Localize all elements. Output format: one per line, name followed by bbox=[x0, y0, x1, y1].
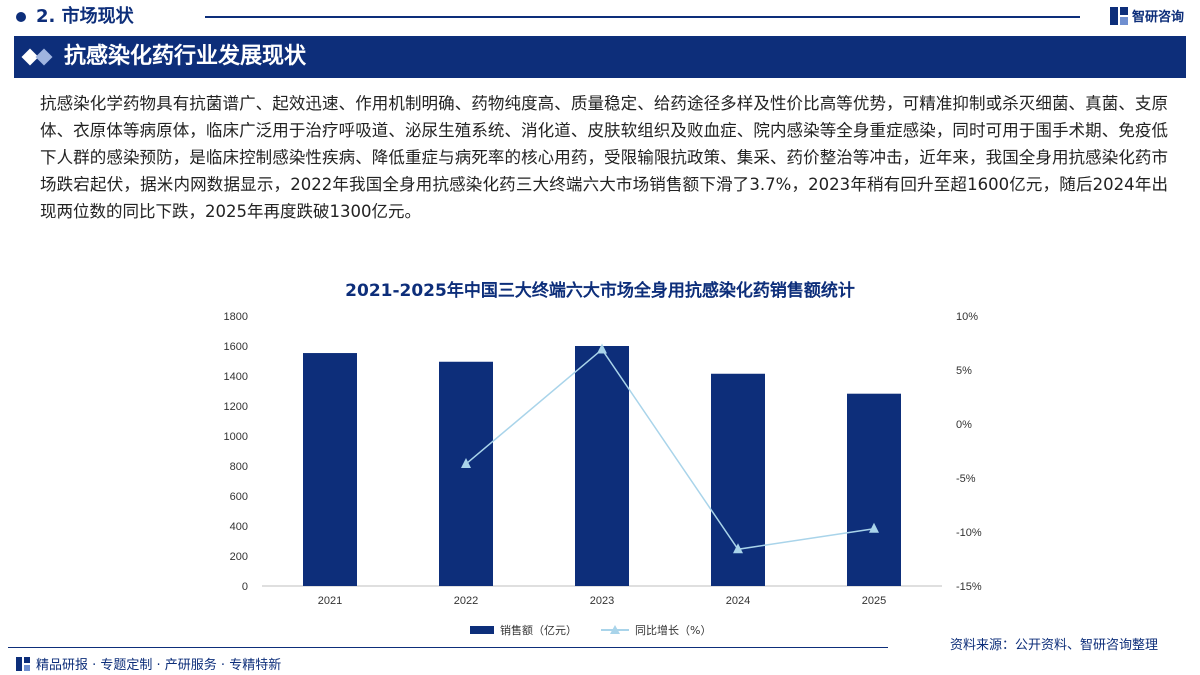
bar-sales-2022 bbox=[439, 361, 493, 586]
x-tick-label: 2025 bbox=[862, 595, 886, 607]
sales-chart: 0 200 400 600 800 1000 1200 1400 1600 1800 -15% -10… bbox=[224, 311, 982, 607]
y-right-tick-label: -10% bbox=[956, 527, 982, 539]
page-title: 抗感染化药行业发展现状 bbox=[64, 44, 307, 69]
x-tick-label: 2021 bbox=[318, 595, 342, 607]
growth-point-2023 bbox=[597, 343, 607, 354]
y-left-tick-label: 400 bbox=[230, 521, 248, 533]
section-title: 2. 市场现状 bbox=[36, 6, 134, 27]
bar-sales-2024 bbox=[711, 373, 765, 586]
y-left-tick-label: 1000 bbox=[224, 431, 248, 443]
y-right-tick-label: 10% bbox=[956, 311, 978, 323]
growth-point-2022 bbox=[461, 457, 471, 468]
x-tick-label: 2022 bbox=[454, 595, 478, 607]
footer: 精品研报 · 专题定制 · 产研服务 · 专精特新 bbox=[16, 654, 281, 673]
bar-sales-2025 bbox=[847, 393, 901, 586]
legend-item-sales: 销售额（亿元） bbox=[470, 622, 577, 638]
y-left-tick-label: 200 bbox=[230, 551, 248, 563]
growth-line bbox=[465, 348, 875, 551]
footer-divider bbox=[8, 647, 888, 648]
x-tick-label: 2024 bbox=[726, 595, 750, 607]
chart-legend: 销售额（亿元） 同比增长（%） bbox=[470, 622, 711, 638]
title-banner: 抗感染化药行业发展现状 bbox=[14, 36, 1186, 78]
top-header: 2. 市场现状 智研咨询 bbox=[0, 0, 1200, 36]
legend-label-growth: 同比增长（%） bbox=[635, 624, 712, 637]
y-right-tick-label: 0% bbox=[956, 419, 972, 431]
y-right-tick-label: 5% bbox=[956, 365, 972, 377]
y-left-tick-label: 1800 bbox=[224, 311, 248, 323]
footer-tagline: 精品研报 · 专题定制 · 产研服务 · 专精特新 bbox=[36, 658, 282, 673]
footer-logo-icon bbox=[16, 656, 30, 671]
growth-point-2025 bbox=[869, 522, 879, 533]
section-bullet bbox=[16, 12, 26, 22]
legend-item-growth: 同比增长（%） bbox=[601, 622, 711, 638]
chart-title: 2021-2025年中国三大终端六大市场全身用抗感染化药销售额统计 bbox=[345, 281, 855, 301]
legend-line-swatch bbox=[601, 625, 629, 635]
header-divider bbox=[205, 16, 1080, 18]
y-left-tick-label: 1600 bbox=[224, 341, 248, 353]
y-right-tick-label: -15% bbox=[956, 581, 982, 593]
brand: 智研咨询 bbox=[1109, 6, 1184, 25]
y-left-tick-label: 1400 bbox=[224, 371, 248, 383]
diamond-icon bbox=[21, 48, 54, 66]
brand-name: 智研咨询 bbox=[1131, 10, 1184, 25]
y-left-tick-label: 800 bbox=[230, 461, 248, 473]
description-paragraph: 抗感染化学药物具有抗菌谱广、起效迅速、作用机制明确、药物纯度高、质量稳定、给药途… bbox=[40, 94, 1168, 221]
legend-label-sales: 销售额（亿元） bbox=[500, 624, 577, 637]
y-left-tick-label: 600 bbox=[230, 491, 248, 503]
brand-logo-icon bbox=[1109, 6, 1128, 25]
legend-bar-swatch bbox=[470, 626, 494, 634]
data-source: 资料来源：公开资料、智研咨询整理 bbox=[949, 638, 1158, 653]
growth-point-2024 bbox=[733, 543, 743, 554]
y-left-tick-label: 0 bbox=[242, 581, 248, 593]
bar-sales-2021 bbox=[303, 353, 357, 586]
bar-sales-2023 bbox=[575, 346, 629, 586]
x-tick-label: 2023 bbox=[590, 595, 614, 607]
y-right-tick-label: -5% bbox=[956, 473, 976, 485]
y-left-tick-label: 1200 bbox=[224, 401, 248, 413]
